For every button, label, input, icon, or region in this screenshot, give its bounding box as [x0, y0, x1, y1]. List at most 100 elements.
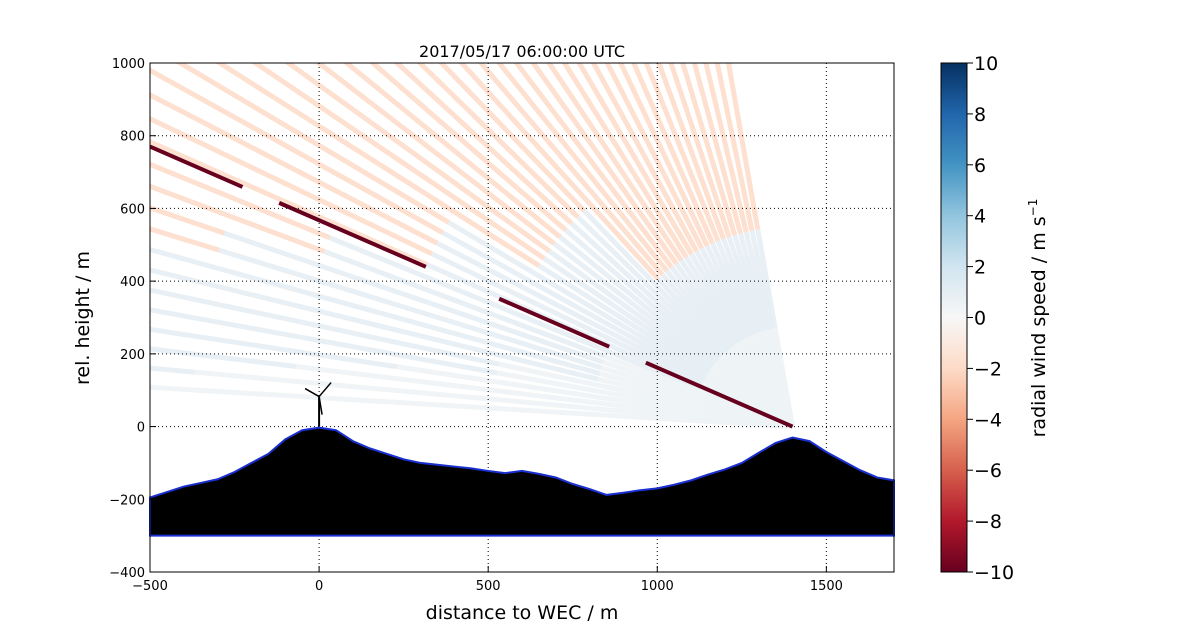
scan-ray-segment	[263, 0, 339, 34]
scan-ray-segment	[35, 169, 130, 201]
colorbar-tick-label: 0	[974, 308, 986, 330]
scan-ray-segment	[0, 213, 15, 237]
scan-ray-segment	[528, 278, 619, 332]
y-axis-ticks: −400 −200 0 200 400 600 800 1000	[109, 57, 156, 581]
scan-ray-segment	[422, 86, 500, 158]
scan-ray-segment	[622, 317, 710, 376]
scan-ray-segment	[492, 405, 594, 417]
scan-ray-segment	[459, 200, 546, 261]
strong-negative-ray	[150, 144, 794, 429]
scan-ray-segment	[250, 0, 327, 47]
scan-ray-segment	[524, 286, 616, 338]
scan-ray-segment	[665, 269, 732, 351]
scan-ray-segment	[616, 180, 679, 266]
turbine-blade	[318, 382, 332, 398]
scan-ray-segment	[361, 169, 450, 225]
scan-ray-segment	[284, 102, 372, 161]
scan-ray-segment	[201, 316, 302, 340]
y-tick-label: 800	[120, 130, 145, 145]
scan-ray-segment	[0, 38, 71, 81]
scan-ray-segment	[229, 214, 326, 254]
scan-ray-segment	[576, 215, 652, 289]
scan-ray-segment	[729, 132, 755, 232]
y-tick-label: −400	[109, 566, 145, 581]
scan-ray-segment	[654, 158, 704, 250]
scan-ray-segment	[635, 298, 717, 366]
scan-ray-segment	[678, 147, 721, 242]
scan-ray-segment	[488, 162, 568, 233]
colorbar-tick-label: 4	[974, 206, 986, 228]
scan-ray-segment	[553, 241, 636, 307]
scan-ray-segment	[660, 273, 730, 353]
scan-ray-segment	[510, 319, 607, 359]
scan-ray-segment	[19, 0, 105, 18]
y-tick-label: 600	[120, 202, 145, 217]
scan-ray-segment	[593, 400, 694, 418]
scan-ray-segment	[546, 63, 573, 96]
scan-ray-segment	[309, 291, 408, 323]
scan-ray-segment	[0, 266, 5, 284]
scan-ray-segment	[639, 293, 719, 363]
scan-ray-segment	[537, 263, 626, 322]
scan-ray-segment	[542, 256, 629, 317]
scan-ray-segment	[699, 247, 750, 339]
scan-ray-segment	[458, 63, 526, 133]
scan-ray-segment	[302, 320, 402, 346]
scan-ray-segment	[548, 106, 614, 190]
scan-ray-segment	[313, 277, 411, 312]
scan-ray-segment	[547, 249, 632, 312]
scan-ray-segment	[250, 165, 343, 213]
scan-ray-segment	[539, 113, 607, 195]
scan-ray-segment	[151, 140, 246, 186]
scan-ray-segment	[643, 63, 683, 150]
scan-ray-segment	[512, 137, 586, 213]
scan-ray-segment	[377, 144, 463, 205]
scan-ray-segment	[643, 289, 721, 361]
chart-title: 2017/05/17 06:00:00 UTC	[419, 42, 625, 61]
scan-ray-segment	[169, 103, 261, 154]
scan-ray-segment	[710, 242, 755, 336]
scan-ray-segment	[150, 326, 200, 340]
colorbar-label: radial wind speed / m s−1	[1026, 199, 1050, 438]
scan-ray-segment	[498, 361, 598, 388]
scan-ray-segment	[412, 97, 492, 167]
scan-ray-segment	[409, 306, 507, 341]
scan-ray-segment	[150, 267, 211, 287]
scan-ray-segment	[294, 378, 395, 393]
scan-ray-segment	[150, 183, 232, 219]
scan-ray-segment	[662, 0, 688, 40]
scan-ray-segment	[582, 209, 656, 285]
scan-ray-segment	[385, 132, 470, 195]
scan-ray-segment	[328, 235, 424, 278]
scan-ray-segment	[398, 352, 498, 376]
scan-ray-segment	[632, 302, 715, 368]
scan-ray-segment	[694, 249, 747, 341]
scan-ray-segment	[628, 307, 713, 371]
scan-ray-segment	[150, 92, 172, 108]
scan-ray-segment	[689, 252, 745, 342]
colorbar-tick-label: −6	[974, 460, 1002, 482]
scan-ray-segment	[342, 63, 407, 113]
scan-ray-segment	[561, 63, 583, 90]
scan-ray-segment	[600, 365, 698, 400]
scan-ray-segment	[743, 231, 772, 330]
scan-ray-segment	[480, 171, 562, 239]
scan-ray-segment	[150, 205, 226, 236]
scan-ray-segment	[0, 111, 43, 146]
scan-ray-segment	[703, 63, 726, 136]
colorbar-ticks: −10 −8 −6 −4 −2 0 2 4 6 8 10	[967, 53, 1014, 584]
scan-ray-segment	[21, 214, 117, 241]
plot-area: −500 0 500 1000 1500 −400 −200 0 200 400 600 800 10…	[0, 0, 895, 594]
scan-ray-segment	[406, 317, 504, 350]
scan-ray-segment	[513, 310, 609, 354]
scan-ray-segment	[494, 388, 595, 406]
scan-ray-segment	[277, 0, 351, 20]
scan-ray-segment	[588, 202, 660, 281]
scan-ray-segment	[0, 292, 2, 307]
scan-ray-segment	[150, 161, 238, 203]
scan-ray-segment	[596, 382, 696, 409]
colorbar-tick-label: 6	[974, 155, 986, 177]
x-tick-label: −500	[132, 579, 168, 594]
scan-ray-segment	[193, 387, 294, 399]
scan-ray-segment	[647, 285, 723, 359]
